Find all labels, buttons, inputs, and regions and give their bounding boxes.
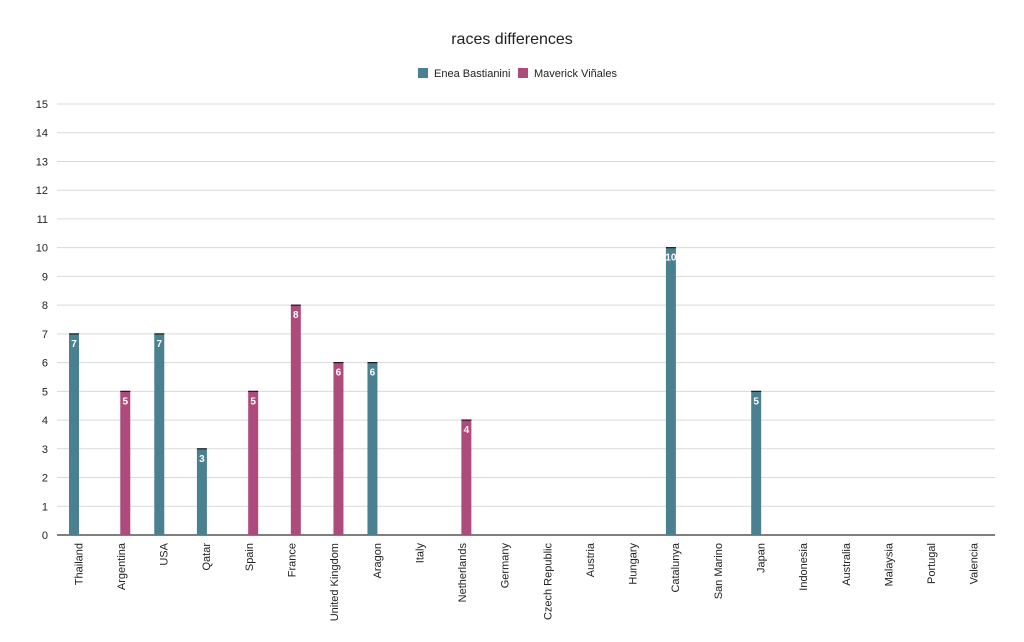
x-tick-label: Indonesia: [798, 542, 810, 591]
bar-enea: [367, 362, 378, 535]
y-tick-label: 7: [42, 329, 48, 341]
y-tick-label: 15: [36, 99, 48, 111]
legend-swatch-maverick: [518, 68, 528, 78]
x-tick-label: Spain: [244, 543, 256, 571]
bar-maverick: [290, 305, 301, 535]
bar-maverick: [461, 420, 472, 535]
x-axis-ticks: Thailand Argentina USA Qatar Spain France Unit…: [73, 542, 980, 621]
data-label: 6: [336, 368, 342, 379]
bar-enea: [154, 333, 165, 535]
x-tick-label: Thailand: [73, 543, 85, 585]
data-label: 3: [199, 454, 205, 465]
data-label: 5: [250, 396, 256, 407]
x-tick-label: United Kingdom: [329, 543, 341, 621]
x-tick-label: Australia: [841, 542, 853, 586]
data-label: 4: [464, 425, 470, 436]
bar-enea: [69, 333, 79, 535]
chart-title: races differences: [451, 31, 573, 48]
y-tick-label: 1: [42, 501, 48, 513]
y-tick-label: 4: [42, 415, 48, 427]
y-tick-label: 9: [42, 271, 48, 283]
x-tick-label: Aragon: [372, 543, 384, 578]
grid: [57, 103, 995, 536]
legend: Enea Bastianini Maverick Viñales: [418, 68, 617, 80]
y-tick-label: 11: [37, 214, 48, 226]
x-tick-label: Hungary: [628, 543, 640, 585]
y-tick-label: 5: [42, 386, 48, 398]
x-tick-label: USA: [159, 542, 171, 565]
x-tick-label: Catalunya: [670, 542, 682, 592]
x-tick-label: Austria: [585, 542, 597, 577]
bar-maverick: [120, 391, 131, 535]
data-label: 10: [665, 253, 677, 264]
bar-maverick: [333, 362, 344, 535]
x-tick-label: Italy: [414, 543, 426, 564]
y-tick-label: 0: [42, 530, 48, 542]
bar-enea: [665, 247, 676, 535]
bar-enea: [196, 448, 207, 535]
x-tick-label: Malaysia: [883, 542, 895, 586]
data-label: 5: [122, 396, 128, 407]
data-labels: 7 5 7 3 5 8 6 6 4 10 5: [71, 253, 759, 465]
data-label: 6: [370, 368, 376, 379]
x-tick-label: France: [287, 543, 299, 577]
bar-maverick: [248, 391, 259, 535]
data-label: 7: [156, 339, 162, 350]
legend-label-maverick: Maverick Viñales: [534, 68, 617, 80]
y-tick-label: 6: [42, 358, 48, 370]
y-tick-label: 13: [36, 156, 48, 168]
bars: [69, 247, 762, 535]
y-tick-label: 2: [42, 473, 48, 485]
x-tick-label: Czech Republic: [542, 543, 554, 621]
y-tick-label: 12: [36, 185, 48, 197]
y-tick-label: 14: [36, 128, 48, 140]
x-tick-label: San Marino: [713, 543, 725, 599]
x-tick-label: Germany: [500, 543, 512, 589]
y-tick-label: 8: [42, 300, 48, 312]
data-label: 5: [753, 396, 759, 407]
data-label: 8: [293, 310, 299, 321]
bar-enea: [751, 391, 762, 535]
x-tick-label: Valencia: [969, 542, 981, 584]
x-tick-label: Japan: [756, 543, 768, 573]
x-tick-label: Qatar: [201, 543, 213, 571]
x-tick-label: Netherlands: [457, 543, 469, 603]
legend-label-enea: Enea Bastianini: [434, 68, 510, 80]
y-tick-label: 10: [36, 243, 48, 255]
legend-swatch-enea: [418, 68, 428, 78]
x-tick-label: Argentina: [116, 542, 128, 590]
data-label: 7: [71, 339, 77, 350]
y-tick-label: 3: [42, 444, 48, 456]
x-tick-label: Portugal: [926, 543, 938, 584]
